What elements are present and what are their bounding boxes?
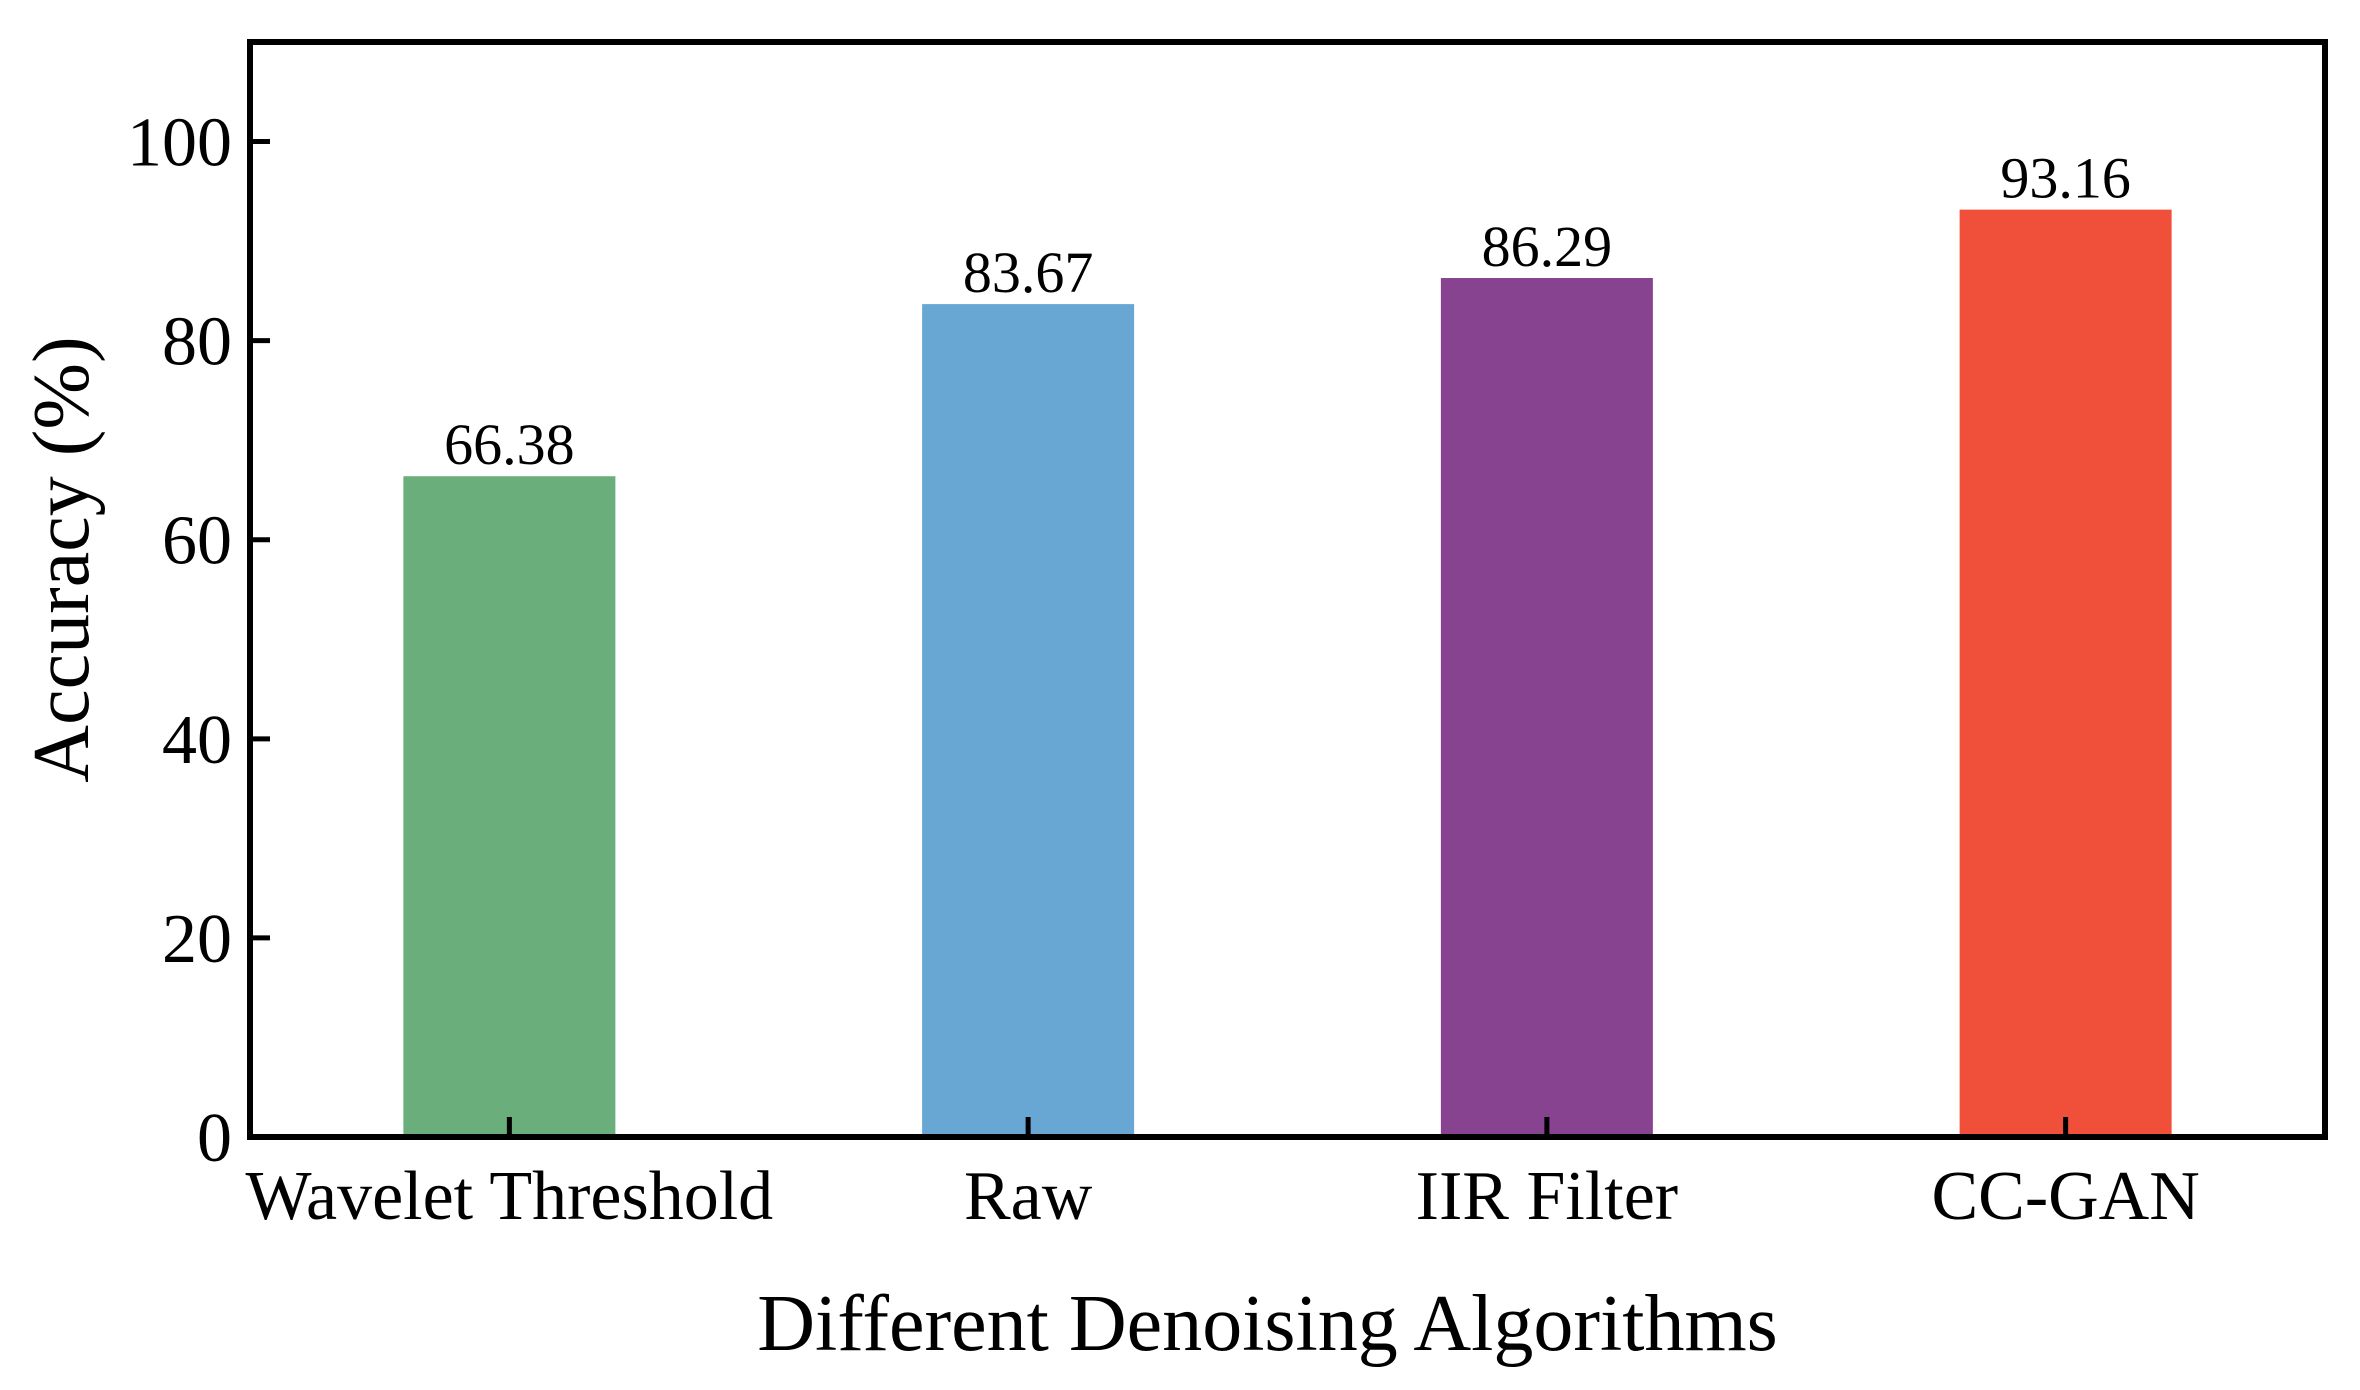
bar xyxy=(922,304,1135,1138)
bars: 66.38 83.67 86.29 93.16 xyxy=(403,146,2172,1138)
x-tick-label: Wavelet Threshold xyxy=(246,1158,774,1235)
x-tick-label: CC-GAN xyxy=(1931,1158,2199,1235)
y-tick-label: 40 xyxy=(162,702,232,779)
x-axis-ticks: Wavelet Threshold Raw IIR Filter CC-GAN xyxy=(246,1117,2200,1235)
plot-frame xyxy=(247,39,2328,1140)
x-tick-label: Raw xyxy=(964,1158,1093,1235)
bar-value-label: 83.67 xyxy=(963,240,1094,305)
bar-value-label: 86.29 xyxy=(1482,214,1613,279)
y-tick-label: 60 xyxy=(162,503,232,580)
bar xyxy=(403,476,616,1137)
y-tick-label: 20 xyxy=(162,901,232,978)
y-tick-label: 100 xyxy=(127,105,232,182)
y-axis-ticks: 0 20 40 60 80 100 xyxy=(127,105,270,1177)
x-axis-title: Different Denoising Algorithms xyxy=(757,1280,1778,1368)
y-tick-label: 80 xyxy=(162,304,232,381)
x-tick-label: IIR Filter xyxy=(1416,1158,1678,1235)
y-tick-label: 0 xyxy=(197,1100,232,1177)
bar xyxy=(1440,278,1653,1137)
bar-value-label: 66.38 xyxy=(444,412,575,477)
bar xyxy=(1959,209,2172,1138)
y-axis-title: Accuracy (%) xyxy=(18,336,106,782)
bar-value-label: 93.16 xyxy=(2000,146,2131,211)
